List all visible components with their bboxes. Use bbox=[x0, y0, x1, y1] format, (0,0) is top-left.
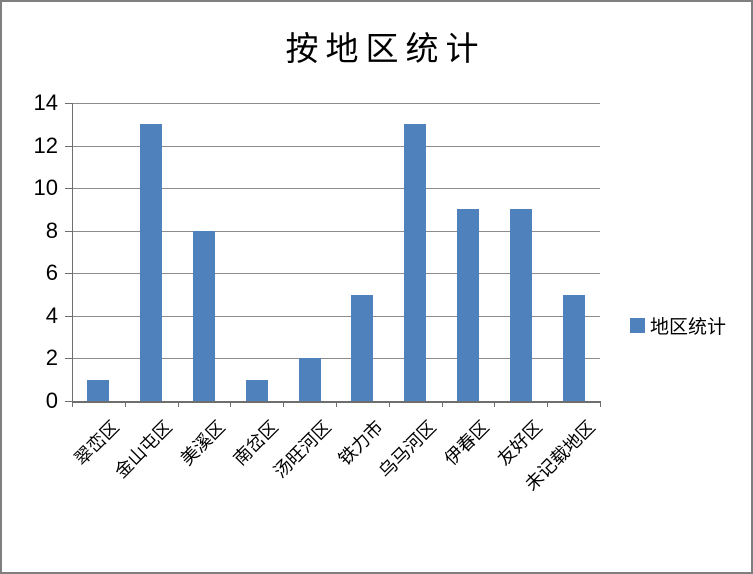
y-axis-tick bbox=[65, 315, 72, 317]
legend[interactable]: 地区统计 bbox=[630, 312, 726, 339]
y-axis-line bbox=[72, 103, 73, 401]
gridline bbox=[72, 145, 600, 147]
y-axis-tick-label: 14 bbox=[33, 90, 58, 115]
y-axis-tick-label: 10 bbox=[33, 175, 58, 201]
x-axis-tick bbox=[600, 401, 601, 407]
y-axis-tick-label: 0 bbox=[45, 388, 58, 413]
bar[interactable] bbox=[562, 294, 585, 401]
y-axis-tick-label: 4 bbox=[45, 302, 58, 328]
gridline bbox=[72, 315, 600, 317]
bar[interactable] bbox=[457, 209, 479, 401]
bar[interactable] bbox=[87, 379, 110, 401]
x-axis-category-label: 金山屯区 bbox=[111, 416, 177, 483]
y-axis-tick bbox=[65, 401, 72, 402]
y-axis-tick-label: 6 bbox=[45, 260, 58, 286]
y-axis-tick bbox=[65, 358, 72, 360]
bar[interactable] bbox=[509, 209, 532, 401]
y-axis-tick bbox=[65, 273, 72, 275]
chart-title: 按地区统计 bbox=[285, 29, 486, 68]
legend-swatch-icon bbox=[630, 318, 645, 333]
bar[interactable] bbox=[140, 124, 163, 401]
y-axis-tick bbox=[65, 230, 72, 232]
x-axis-tick bbox=[283, 401, 285, 407]
x-axis-tick bbox=[336, 401, 337, 407]
y-axis-tick bbox=[65, 103, 72, 104]
gridline bbox=[72, 103, 600, 104]
bar[interactable] bbox=[351, 294, 374, 401]
bar[interactable] bbox=[404, 124, 427, 401]
bar[interactable] bbox=[245, 379, 268, 401]
x-axis-tick bbox=[72, 401, 73, 407]
x-axis-tick bbox=[494, 401, 496, 407]
x-axis-tick bbox=[388, 401, 390, 407]
x-axis-tick bbox=[441, 401, 443, 407]
gridline bbox=[72, 188, 600, 190]
x-axis-category-label: 伊春区 bbox=[440, 416, 494, 470]
x-axis-category-label: 乌马河区 bbox=[375, 416, 441, 483]
bar[interactable] bbox=[298, 358, 321, 401]
x-axis-category-label: 美溪区 bbox=[176, 416, 230, 470]
y-axis-tick-label: 2 bbox=[45, 345, 58, 371]
x-axis-tick bbox=[177, 401, 179, 407]
x-axis-tick bbox=[124, 401, 126, 407]
legend-label: 地区统计 bbox=[650, 316, 727, 338]
y-axis-tick-label: 12 bbox=[33, 132, 58, 158]
x-axis-tick bbox=[230, 401, 232, 407]
y-axis-tick bbox=[65, 145, 72, 147]
gridline bbox=[72, 358, 600, 360]
y-axis-tick bbox=[65, 188, 72, 190]
bar[interactable] bbox=[193, 230, 215, 401]
y-axis-tick-label: 8 bbox=[45, 217, 58, 243]
x-axis-tick bbox=[547, 401, 549, 407]
gridline bbox=[72, 273, 600, 275]
x-axis-category-label: 汤旺河区 bbox=[269, 416, 336, 483]
gridline bbox=[72, 230, 600, 232]
